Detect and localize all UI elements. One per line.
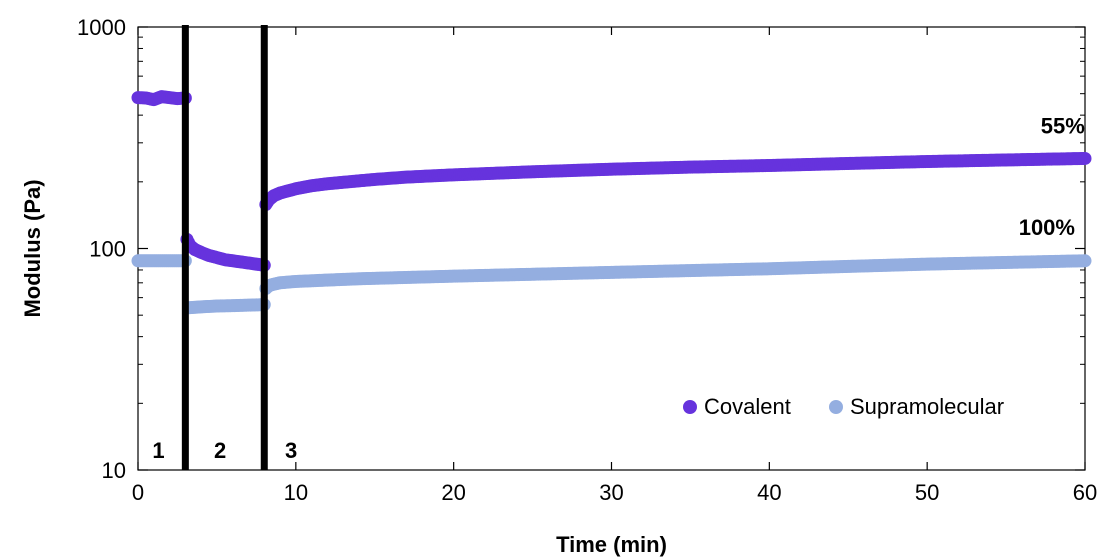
- percent-annotations: 55% 100%: [1019, 114, 1085, 240]
- y-tick-label: 10: [102, 458, 126, 483]
- series-layer: [131, 90, 1092, 315]
- x-tick-label: 10: [284, 480, 308, 505]
- stage-labels: 1 2 3: [152, 438, 297, 463]
- legend-marker: [829, 400, 843, 414]
- x-tick-label: 20: [441, 480, 465, 505]
- x-tick-label: 30: [599, 480, 623, 505]
- percent-annotation: 55%: [1041, 114, 1085, 139]
- legend-item: Supramolecular: [829, 394, 1004, 419]
- y-axis-ticks: 10 100 1000: [77, 15, 1085, 483]
- y-minor-ticks: [138, 36, 1085, 404]
- series-covalent: [131, 90, 1092, 272]
- y-tick-label: 1000: [77, 15, 126, 40]
- x-tick-label: 0: [132, 480, 144, 505]
- x-axis-ticks: 0 10 20 30 40 50 60: [132, 27, 1097, 505]
- x-axis-title: Time (min): [556, 532, 667, 557]
- legend: Covalent Supramolecular: [683, 394, 1004, 419]
- series-segment: [259, 151, 1092, 211]
- series-supramolecular: [131, 254, 1092, 315]
- stage-label: 2: [214, 438, 226, 463]
- legend-label: Covalent: [704, 394, 791, 419]
- series-segment: [182, 298, 271, 315]
- percent-annotation: 100%: [1019, 215, 1075, 240]
- y-axis-title: Modulus (Pa): [20, 179, 45, 317]
- data-point: [1078, 151, 1092, 165]
- legend-label: Supramolecular: [850, 394, 1004, 419]
- legend-item: Covalent: [683, 394, 791, 419]
- legend-marker: [683, 400, 697, 414]
- stage-label: 3: [285, 438, 297, 463]
- data-point: [1078, 254, 1092, 268]
- y-tick-label: 100: [89, 237, 126, 262]
- x-tick-label: 40: [757, 480, 781, 505]
- series-segment: [180, 232, 271, 272]
- x-tick-label: 50: [915, 480, 939, 505]
- series-segment: [259, 254, 1092, 295]
- x-tick-label: 60: [1073, 480, 1097, 505]
- stage-divider-lines: [181, 25, 268, 470]
- stage-label: 1: [152, 438, 164, 463]
